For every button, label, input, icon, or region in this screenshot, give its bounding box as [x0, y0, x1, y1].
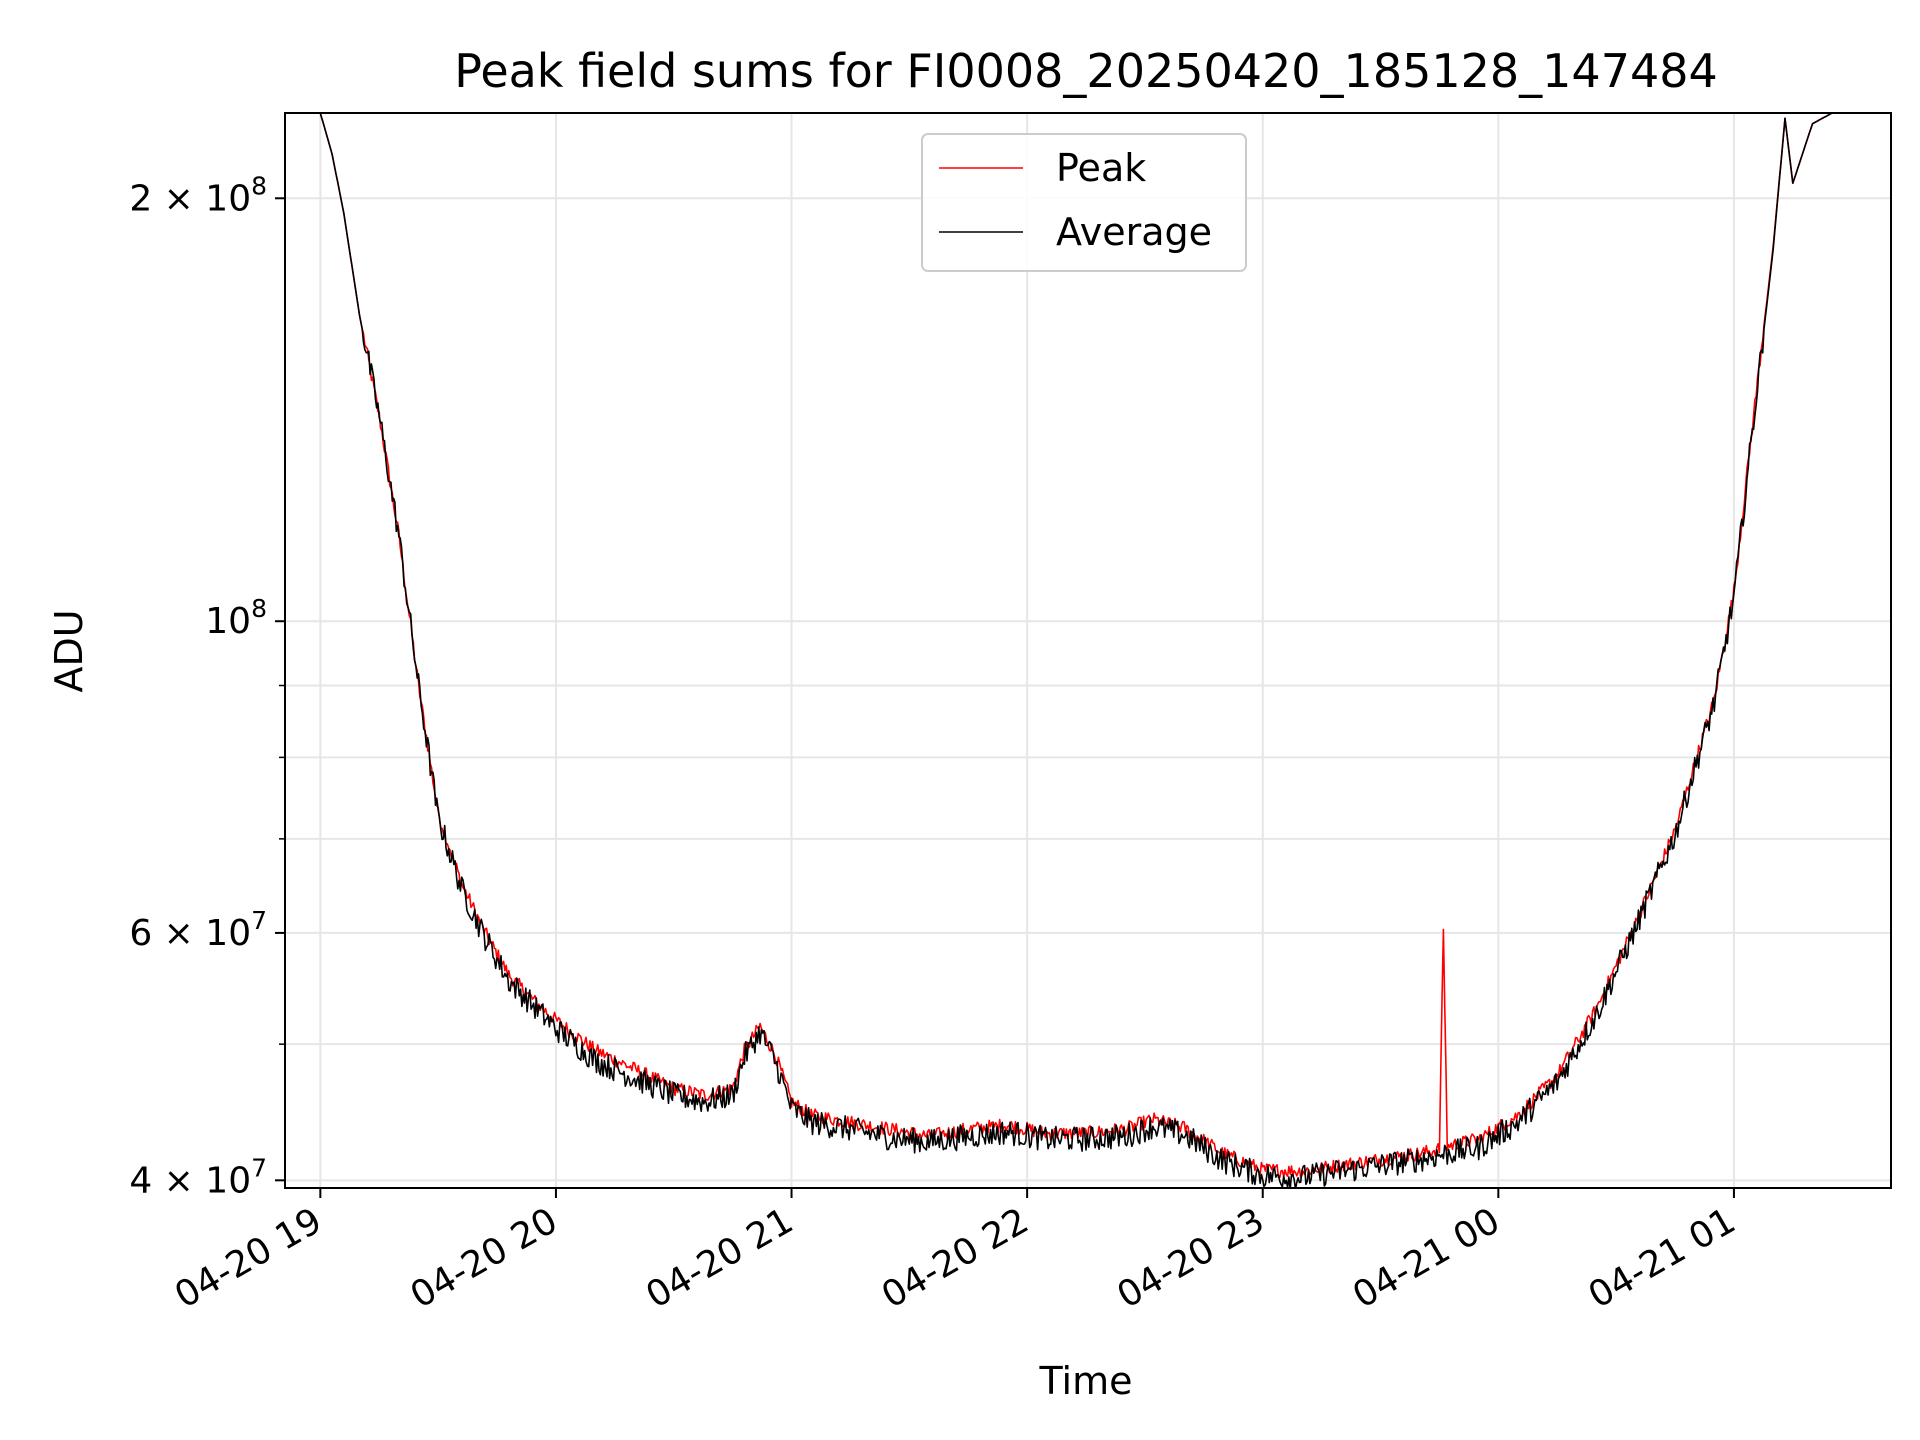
- legend-label-peak: Peak: [1056, 146, 1146, 190]
- y-axis-title: ADU: [47, 609, 91, 692]
- series-layer: [285, 113, 1891, 1188]
- legend-label-average: Average: [1056, 210, 1212, 254]
- chart-title: Peak field sums for FI0008_20250420_1851…: [454, 44, 1718, 98]
- legend: Peak Average: [921, 133, 1247, 272]
- y-tick-label: 4 × 107: [129, 1153, 267, 1201]
- plot-frame: [284, 112, 1892, 1189]
- series-line-average: [285, 113, 1891, 1188]
- y-axis: 4 × 107 6 × 107 108 2 × 108: [129, 171, 285, 1201]
- y-tick-label: 6 × 107: [129, 906, 267, 954]
- x-axis-title: Time: [1039, 1359, 1133, 1403]
- y-tick-label: 108: [205, 594, 267, 642]
- y-tick-label: 2 × 108: [129, 171, 267, 219]
